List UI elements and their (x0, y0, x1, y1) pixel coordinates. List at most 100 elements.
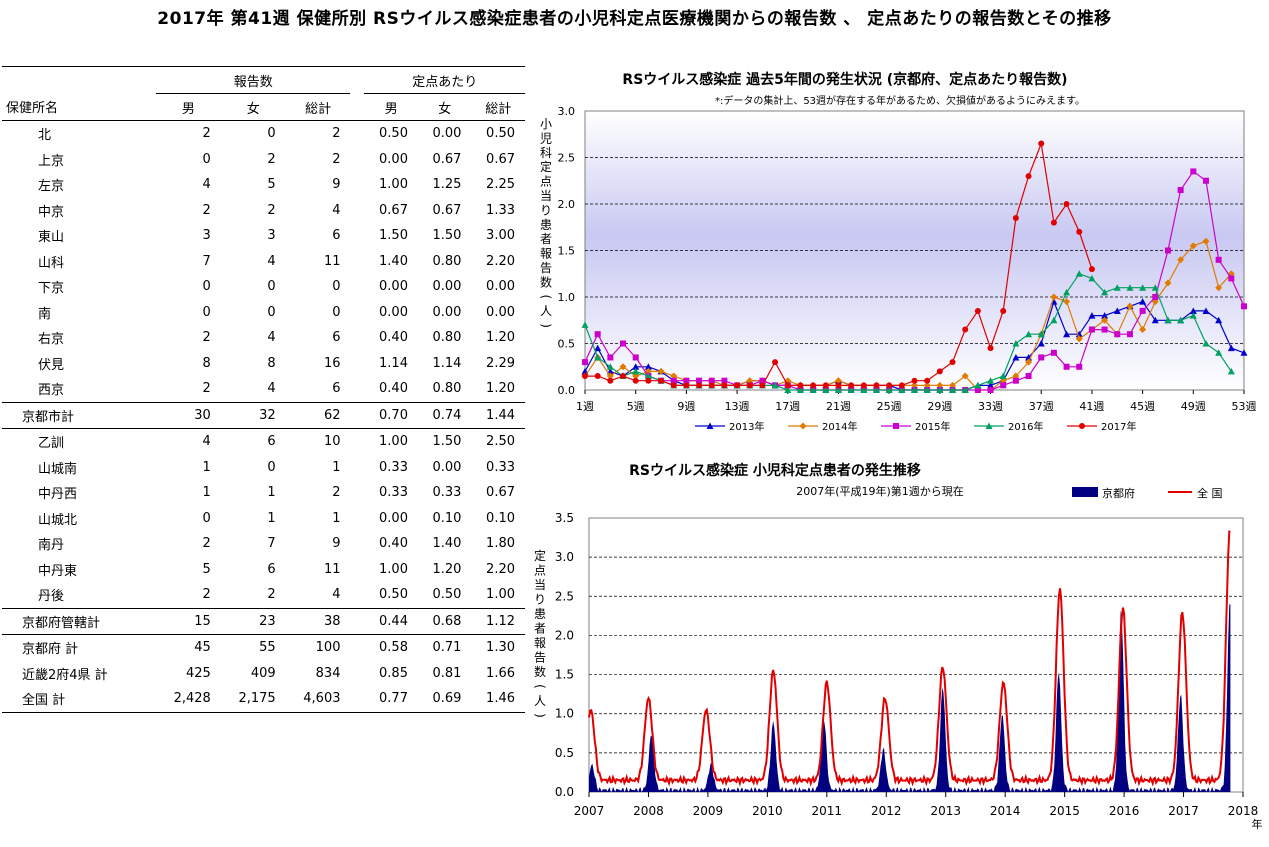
series-point (581, 367, 589, 375)
table-cell: 4 (156, 428, 221, 455)
x-tick-label: 25週 (877, 400, 902, 413)
series-point (632, 377, 639, 384)
series-line (588, 530, 1231, 788)
series-point (720, 381, 728, 389)
series-point (607, 354, 614, 361)
series-point (911, 386, 918, 393)
table-cell: 45 (156, 634, 221, 661)
x-tick-label: 53週 (1232, 400, 1257, 413)
series-point (898, 382, 905, 389)
series-point (1177, 256, 1185, 264)
table-row: 山科 7 4 11 1.40 0.80 2.20 (2, 249, 525, 275)
series-point (834, 386, 842, 393)
series-point (1050, 293, 1058, 301)
x-tick-label: 2011 (812, 804, 843, 818)
y-axis-label-char: 者 (540, 232, 552, 246)
column-header: 男 (384, 101, 398, 117)
table-cell: 2.25 (486, 177, 515, 193)
series-point (834, 377, 842, 384)
series-point (1075, 330, 1083, 338)
table-cell: 10 (285, 428, 351, 455)
table-cell: 0.69 (417, 686, 472, 713)
chart-subtitle: 2007年(平成19年)第1週から現在 (796, 484, 964, 498)
table-cell: 1.20 (486, 330, 515, 346)
series-point (1164, 247, 1171, 254)
series-point (860, 387, 867, 393)
table-cell: 0.85 (379, 665, 408, 681)
row-label: 京都府 計 (2, 634, 156, 661)
table-cell: 1.12 (471, 607, 525, 635)
table-cell: 0.00 (432, 459, 462, 475)
table-cell: 1.14 (432, 355, 462, 371)
table-cell: 0.40 (379, 330, 408, 346)
table-cell: 30 (156, 401, 221, 429)
table-cell: 6 (267, 561, 276, 577)
series-point (796, 381, 804, 389)
row-label: 右京 (38, 332, 65, 348)
table-cell: 11 (323, 561, 341, 577)
series-point (606, 367, 614, 375)
y-axis-label-char: ( (539, 294, 553, 299)
series-point (822, 386, 830, 393)
y-axis-label-char: 患 (534, 607, 546, 621)
series-point (949, 359, 956, 366)
table-cell: 3.00 (486, 228, 515, 244)
table-cell: 0.44 (364, 607, 418, 635)
series-point (1050, 219, 1057, 226)
series-point (582, 373, 588, 380)
chart-subtitle: *:データの集計上、53週が存在する年があるため、欠損値があるようにみえます。 (715, 94, 1085, 107)
series-point (1164, 316, 1172, 324)
series-point (759, 377, 766, 384)
series-point (872, 386, 880, 393)
series-point (733, 381, 741, 389)
table-cell: 1.80 (486, 536, 515, 552)
row-label: 丹後 (38, 589, 65, 605)
y-axis-label-char: 小 (540, 117, 552, 131)
series-point (758, 381, 766, 389)
table-cell: 0.67 (486, 151, 515, 167)
series-point (834, 377, 842, 385)
series-point (1215, 316, 1223, 324)
x-tick-label: 5週 (627, 400, 645, 413)
series-point (873, 382, 880, 389)
series-point (1075, 270, 1083, 277)
series-point (898, 387, 905, 393)
series-point (860, 381, 868, 389)
row-label: 京都市計 (2, 401, 156, 429)
table-cell: 0 (267, 304, 276, 320)
table-row: 中丹西 1 1 2 0.33 0.33 0.67 (2, 480, 525, 506)
y-axis-label-char: 点 (540, 175, 552, 189)
table-cell: 0.33 (379, 459, 408, 475)
series-point (606, 372, 614, 380)
series-point (796, 386, 804, 393)
table-row: 中京 2 2 4 0.67 0.67 1.33 (2, 198, 525, 224)
y-tick-label: 1.0 (555, 707, 574, 721)
chart-title: RSウイルス感染症 小児科定点患者の発生推移 (629, 462, 921, 479)
column-header: 総計 (485, 101, 512, 117)
series-point (1088, 326, 1096, 334)
series-point (721, 382, 728, 389)
series-point (974, 381, 982, 389)
x-tick-label: 45週 (1130, 400, 1155, 413)
series-point (847, 381, 855, 389)
series-point (797, 387, 804, 393)
table-cell: 0.71 (417, 634, 472, 661)
row-label: 中丹東 (38, 563, 78, 579)
series-area (589, 604, 1231, 792)
series-point (1215, 349, 1223, 356)
series-point (1050, 298, 1058, 305)
series-point (645, 377, 652, 384)
table-cell: 2 (202, 536, 211, 552)
row-label: 左京 (38, 179, 65, 195)
column-header: 総計 (305, 101, 332, 117)
series-point (582, 359, 588, 366)
series-point (644, 372, 652, 380)
table-cell: 6 (332, 381, 341, 397)
x-tick-label: 2010 (752, 804, 783, 818)
table-cell: 0 (267, 459, 276, 475)
table-row: 東山 3 3 6 1.50 1.50 3.00 (2, 223, 525, 249)
series-point (759, 382, 766, 389)
y-axis-label-char: 数 (540, 274, 552, 289)
table-cell: 0.70 (364, 401, 418, 429)
series-point (1126, 284, 1134, 291)
